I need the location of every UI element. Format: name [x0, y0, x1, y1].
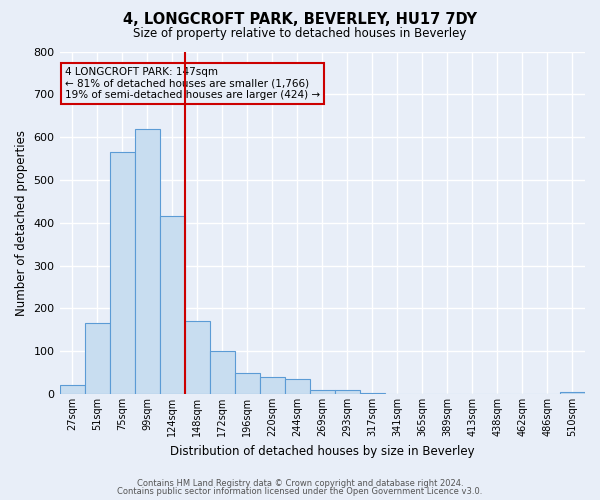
Text: Size of property relative to detached houses in Beverley: Size of property relative to detached ho…: [133, 28, 467, 40]
Bar: [209, 351, 235, 394]
Bar: [160, 216, 185, 394]
Bar: [110, 152, 134, 394]
Bar: [185, 321, 209, 394]
Bar: [360, 393, 385, 394]
Bar: [235, 372, 260, 394]
Bar: [560, 392, 585, 394]
Text: 4, LONGCROFT PARK, BEVERLEY, HU17 7DY: 4, LONGCROFT PARK, BEVERLEY, HU17 7DY: [123, 12, 477, 28]
Bar: [85, 324, 110, 394]
Text: Contains public sector information licensed under the Open Government Licence v3: Contains public sector information licen…: [118, 487, 482, 496]
Bar: [310, 390, 335, 394]
Bar: [260, 377, 285, 394]
Bar: [59, 386, 85, 394]
X-axis label: Distribution of detached houses by size in Beverley: Distribution of detached houses by size …: [170, 444, 475, 458]
Bar: [285, 379, 310, 394]
Y-axis label: Number of detached properties: Number of detached properties: [15, 130, 28, 316]
Text: 4 LONGCROFT PARK: 147sqm
← 81% of detached houses are smaller (1,766)
19% of sem: 4 LONGCROFT PARK: 147sqm ← 81% of detach…: [65, 67, 320, 100]
Bar: [134, 128, 160, 394]
Text: Contains HM Land Registry data © Crown copyright and database right 2024.: Contains HM Land Registry data © Crown c…: [137, 478, 463, 488]
Bar: [335, 390, 360, 394]
